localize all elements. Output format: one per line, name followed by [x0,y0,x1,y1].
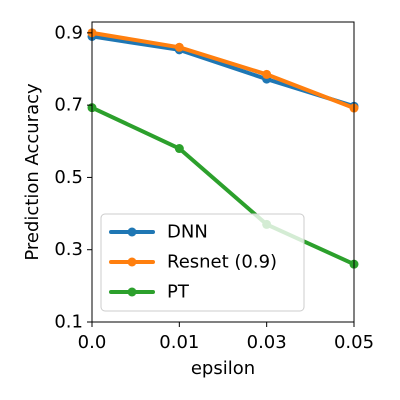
legend-box [100,213,305,312]
legend-label: PT [167,282,190,303]
legend-marker [127,287,137,297]
x-tick-label: 0.01 [159,332,199,353]
legend-marker [127,227,137,237]
legend-item: PT [109,282,190,303]
plot-frame [91,21,355,323]
legend-marker [127,257,137,267]
x-tick-label: 0.0 [78,332,107,353]
series-line [90,105,356,267]
y-tick-label: 0.7 [54,95,83,116]
y-axis-ticks: 0.1 0.3 0.5 0.7 0.9 [54,22,92,333]
x-axis-ticks: 0.0 0.01 0.03 0.05 [78,322,374,353]
series-line [90,30,356,111]
x-tick-label: 0.05 [334,332,374,353]
data-point [174,144,184,154]
data-point [262,69,272,79]
y-tick-label: 0.9 [54,22,83,43]
x-tick-label: 0.03 [247,332,287,353]
y-tick-label: 0.3 [54,239,83,260]
x-axis-label: epsilon [191,358,255,379]
legend-label: DNN [167,222,208,243]
y-tick-label: 0.5 [54,167,83,188]
legend-item: Resnet (0.9) [109,252,277,273]
legend-item: DNN [109,222,208,243]
y-tick-label: 0.1 [54,312,83,333]
data-point [174,42,184,52]
y-axis-label: Prediction Accuracy [22,83,43,261]
series-1 [87,28,359,113]
legend-label: Resnet (0.9) [167,252,277,273]
legend: DNN Resnet (0.9) PT [100,213,305,312]
